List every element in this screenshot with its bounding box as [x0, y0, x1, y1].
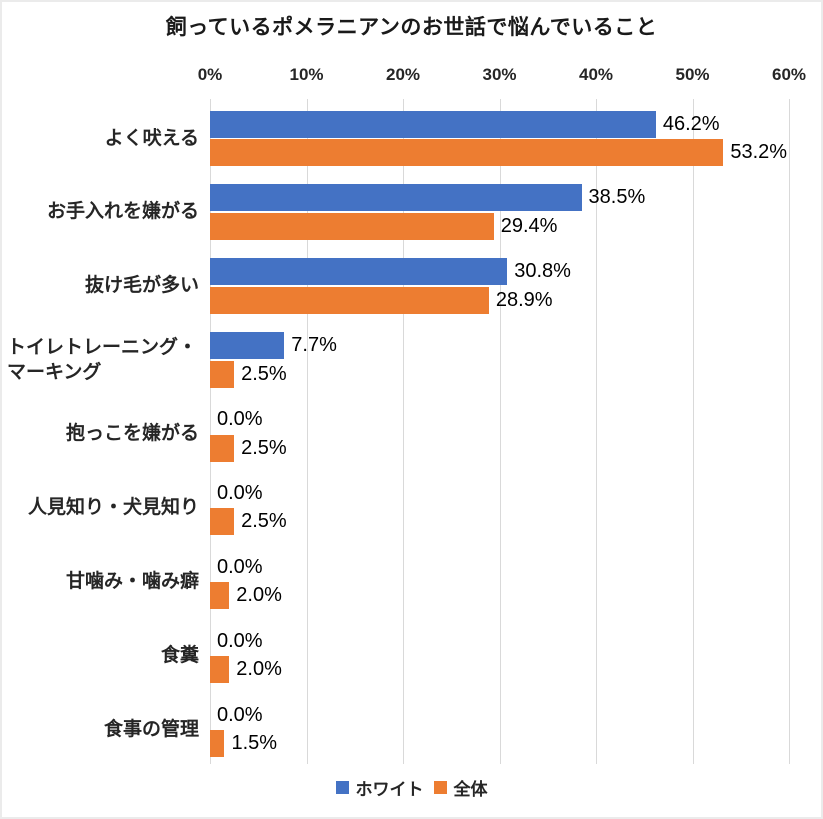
category-row: 抱っこを嫌がる 0.0% 2.5% — [66, 398, 789, 472]
x-axis-tick-label: 50% — [675, 65, 710, 84]
bar-value-label: 0.0% — [217, 703, 263, 726]
x-axis-tick-label: 30% — [482, 65, 517, 84]
plot-area: よく吠える 46.2% 53.2% お手入れを嫌がる 38.5% 29.4% 抜け毛が多い 3… — [7, 102, 789, 767]
category-row: 抜け毛が多い 30.8% 28.9% — [85, 250, 789, 324]
legend-item: ホワイト — [335, 775, 424, 800]
bar-white — [210, 332, 285, 360]
bar-overall — [210, 360, 235, 388]
bar-value-label: 2.0% — [236, 584, 282, 607]
bar-value-label: 0.0% — [217, 629, 263, 652]
category-label: 人見知り・犬見知り — [27, 497, 199, 519]
legend-item: 全体 — [433, 775, 488, 800]
gridline — [499, 99, 501, 764]
category-label: 甘噛み・噛み癖 — [65, 570, 199, 592]
bar-white — [210, 258, 508, 286]
bar-overall — [210, 730, 225, 758]
category-row: 人見知り・犬見知り 0.0% 2.5% — [28, 471, 789, 545]
legend-swatch — [335, 781, 349, 794]
bar-value-label: 2.0% — [236, 658, 282, 681]
category-row: 甘噛み・噛み癖 0.0% 2.0% — [66, 545, 789, 619]
chart-title: 飼っているポメラニアンのお世話で悩んでいること — [165, 16, 658, 39]
bar-overall — [210, 434, 235, 462]
bar-value-label: 28.9% — [495, 288, 553, 311]
bar-value-label: 0.0% — [217, 555, 263, 578]
category-label: お手入れを嫌がる — [46, 201, 199, 223]
bar-overall — [210, 286, 489, 314]
gridline — [596, 99, 597, 764]
bar-overall — [210, 139, 724, 166]
x-axis-tick-label: 10% — [289, 65, 324, 84]
bar-value-label: 38.5% — [588, 186, 646, 209]
category-row: よく吠える 46.2% 53.2% — [105, 102, 789, 176]
x-axis-tick-label: 60% — [771, 65, 807, 84]
gridline — [692, 99, 694, 764]
bar-value-label: 7.7% — [291, 334, 337, 357]
category-label: トイレトレーニング・ マーキング — [7, 336, 198, 383]
legend-swatch — [433, 781, 447, 794]
category-row: 食糞 0.0% 2.0% — [161, 619, 789, 693]
gridline — [306, 99, 308, 764]
category-label: 食事の管理 — [103, 718, 199, 740]
bar-overall — [210, 656, 230, 684]
category-label: よく吠える — [104, 127, 199, 149]
bar-value-label: 46.2% — [662, 112, 720, 135]
bar-overall — [210, 508, 235, 536]
bar-value-label: 2.5% — [241, 436, 287, 459]
bar-white — [210, 110, 656, 138]
legend: ホワイト 全体 — [2, 775, 821, 800]
gridline — [789, 99, 790, 764]
bar-value-label: 2.5% — [241, 362, 287, 385]
category-label: 抜け毛が多い — [84, 275, 199, 297]
x-axis-tick-label: 40% — [578, 65, 614, 84]
bar-value-label: 1.5% — [231, 732, 278, 755]
bar-value-label: 2.5% — [241, 510, 287, 533]
category-row: お手入れを嫌がる 38.5% 29.4% — [47, 176, 789, 250]
gridline — [403, 99, 404, 764]
category-label: 食糞 — [160, 644, 199, 666]
legend-label: ホワイト — [355, 780, 424, 799]
x-axis-tick-label: 0% — [197, 65, 223, 84]
bar-overall — [210, 212, 494, 240]
bar-value-label: 53.2% — [730, 141, 788, 163]
bar-white — [210, 184, 582, 212]
bar-value-label: 29.4% — [500, 214, 558, 237]
category-row: トイレトレーニング・ マーキング 7.7% 2.5% — [7, 324, 789, 398]
category-label: 抱っこを嫌がる — [65, 423, 199, 445]
x-axis-tick-label: 20% — [385, 65, 421, 84]
bar-overall — [210, 582, 230, 610]
bar-value-label: 0.0% — [217, 408, 263, 431]
category-row: 食事の管理 0.0% 1.5% — [104, 693, 789, 767]
legend-label: 全体 — [453, 780, 488, 799]
bar-value-label: 0.0% — [217, 481, 263, 504]
bar-value-label: 30.8% — [514, 260, 571, 283]
gridline — [210, 99, 211, 764]
